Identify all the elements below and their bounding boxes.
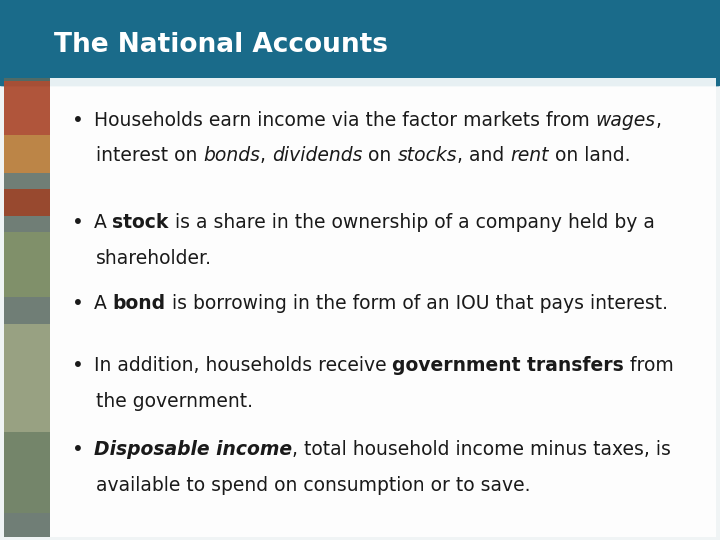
Bar [4, 135, 50, 173]
Text: stock: stock [112, 213, 169, 232]
Text: on land.: on land. [549, 146, 631, 165]
Bar [4, 324, 50, 432]
Text: •: • [72, 213, 84, 232]
Text: •: • [72, 294, 84, 313]
Text: interest on: interest on [96, 146, 203, 165]
Text: is a share in the ownership of a company held by a: is a share in the ownership of a company… [169, 213, 654, 232]
Text: government transfers: government transfers [392, 356, 624, 375]
Text: is borrowing in the form of an IOU that pays interest.: is borrowing in the form of an IOU that … [166, 294, 667, 313]
Bar [4, 232, 50, 297]
Text: on: on [362, 146, 397, 165]
Text: In addition, households receive: In addition, households receive [94, 356, 392, 375]
Text: shareholder.: shareholder. [96, 249, 212, 268]
Text: , total household income minus taxes, is: , total household income minus taxes, is [292, 440, 670, 459]
Bar [50, 77, 716, 78]
Bar [4, 189, 50, 216]
Text: •: • [72, 440, 84, 459]
Bar [4, 40, 716, 78]
Text: bonds: bonds [203, 146, 260, 165]
Text: ,: , [260, 146, 272, 165]
Bar [4, 432, 50, 513]
Text: available to spend on consumption or to save.: available to spend on consumption or to … [96, 476, 530, 495]
Bar [4, 78, 50, 537]
Text: bond: bond [112, 294, 166, 313]
Text: Households earn income via the factor markets from: Households earn income via the factor ma… [94, 111, 595, 130]
Text: Disposable income: Disposable income [94, 440, 292, 459]
Text: wages: wages [595, 111, 655, 130]
Text: ,: , [655, 111, 662, 130]
Text: dividends: dividends [272, 146, 362, 165]
Text: A: A [94, 294, 112, 313]
Text: , and: , and [457, 146, 510, 165]
Text: The National Accounts: The National Accounts [54, 32, 388, 58]
Text: stocks: stocks [397, 146, 457, 165]
Text: •: • [72, 111, 84, 130]
Text: the government.: the government. [96, 392, 253, 411]
Text: A: A [94, 213, 112, 232]
FancyBboxPatch shape [0, 0, 720, 86]
Bar [50, 78, 716, 537]
Bar [4, 81, 50, 135]
Text: •: • [72, 356, 84, 375]
Text: from: from [624, 356, 674, 375]
Text: rent: rent [510, 146, 549, 165]
